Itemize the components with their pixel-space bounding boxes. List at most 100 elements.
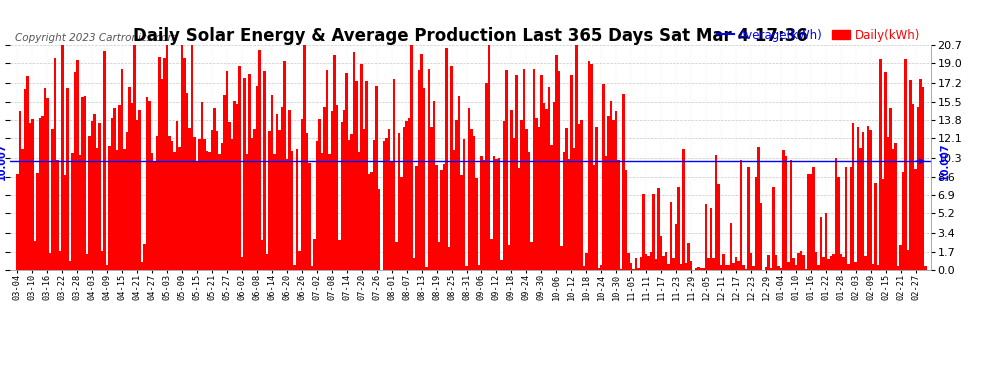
Bar [338,240,341,270]
Bar [446,48,447,270]
Bar [849,166,852,270]
Bar [400,177,403,270]
Bar [700,267,702,270]
Bar [575,45,577,270]
Bar [368,174,370,270]
Bar [78,155,81,270]
Bar [411,45,413,270]
Bar [922,87,925,270]
Bar [840,254,842,270]
Bar [560,246,562,270]
Bar [892,148,894,270]
Bar [662,256,665,270]
Bar [680,264,682,270]
Bar [101,251,104,270]
Bar [139,110,141,270]
Bar [450,66,452,270]
Bar [375,86,378,270]
Bar [652,194,655,270]
Bar [740,159,742,270]
Bar [260,240,263,270]
Bar [872,264,874,270]
Bar [239,66,241,270]
Bar [867,126,869,270]
Bar [343,110,346,270]
Bar [835,158,837,270]
Bar [488,45,490,270]
Bar [710,209,712,270]
Bar [879,59,882,270]
Bar [265,254,268,270]
Bar [218,154,221,270]
Bar [255,86,258,270]
Bar [672,258,675,270]
Bar [475,178,478,270]
Bar [570,75,572,270]
Bar [333,55,336,270]
Bar [328,154,331,270]
Bar [270,95,273,270]
Title: Daily Solar Energy & Average Production Last 365 Days Sat Mar 4 17:36: Daily Solar Energy & Average Production … [133,27,808,45]
Bar [780,268,782,270]
Bar [603,84,605,270]
Bar [792,258,795,270]
Bar [455,120,457,270]
Bar [88,136,91,270]
Bar [134,45,136,270]
Bar [715,155,718,270]
Bar [298,251,301,270]
Bar [201,102,203,270]
Bar [912,104,915,270]
Bar [326,70,328,270]
Bar [385,138,388,270]
Bar [874,183,877,270]
Bar [49,254,51,270]
Bar [545,109,547,270]
Bar [24,89,26,270]
Bar [280,107,283,270]
Bar [723,255,725,270]
Bar [121,69,124,270]
Bar [565,128,567,270]
Bar [462,139,465,270]
Bar [341,122,343,270]
Bar [273,154,275,270]
Bar [844,166,847,270]
Bar [316,141,318,270]
Bar [498,158,500,270]
Bar [577,124,580,270]
Bar [733,263,735,270]
Bar [523,69,525,270]
Bar [234,101,236,270]
Bar [47,98,49,270]
Bar [144,244,146,270]
Bar [160,79,163,270]
Bar [465,266,467,270]
Bar [718,184,720,270]
Bar [657,188,660,270]
Bar [513,138,515,270]
Bar [769,267,772,270]
Bar [76,60,78,270]
Bar [805,269,807,270]
Bar [572,148,575,270]
Bar [884,72,887,270]
Bar [383,141,385,270]
Bar [665,252,667,270]
Bar [735,257,738,270]
Bar [640,257,643,270]
Bar [236,104,239,270]
Bar [203,139,206,270]
Bar [438,242,441,270]
Bar [370,172,373,270]
Bar [744,268,747,270]
Bar [852,123,854,270]
Bar [34,241,36,270]
Text: Copyright 2023 Cartronics.com: Copyright 2023 Cartronics.com [15,33,177,43]
Bar [16,174,19,270]
Bar [667,264,670,270]
Bar [510,110,513,270]
Bar [158,57,160,270]
Bar [917,106,920,270]
Bar [433,101,436,270]
